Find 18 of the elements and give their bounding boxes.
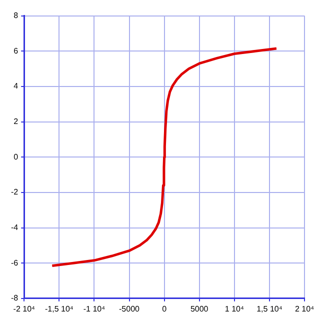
y-tick-label: 0 (14, 152, 19, 162)
y-tick-label: 2 (14, 116, 19, 126)
y-tick-label: -2 (10, 188, 19, 197)
x-tick-label: -5000 (119, 304, 140, 314)
y-tick-label: -6 (10, 258, 19, 268)
y-tick-label: -8 (10, 294, 19, 303)
x-tick-label: 2 10⁴ (294, 304, 315, 314)
x-tick-label: 5000 (190, 304, 209, 314)
x-tick-label: 0 (162, 304, 168, 314)
y-tick-label: 8 (14, 11, 19, 20)
x-tick-label: 1 10⁴ (224, 304, 244, 314)
x-tick-label: -2 10⁴ (13, 304, 36, 314)
y-tick-label: -4 (10, 222, 19, 232)
y-tick-label: 6 (14, 46, 19, 56)
y-tick-label: 4 (14, 82, 19, 91)
x-tick-label: -1,5 10⁴ (44, 304, 74, 314)
x-tick-label: -1 10⁴ (83, 304, 106, 314)
x-tick-label: 1,5 10⁴ (256, 304, 283, 314)
